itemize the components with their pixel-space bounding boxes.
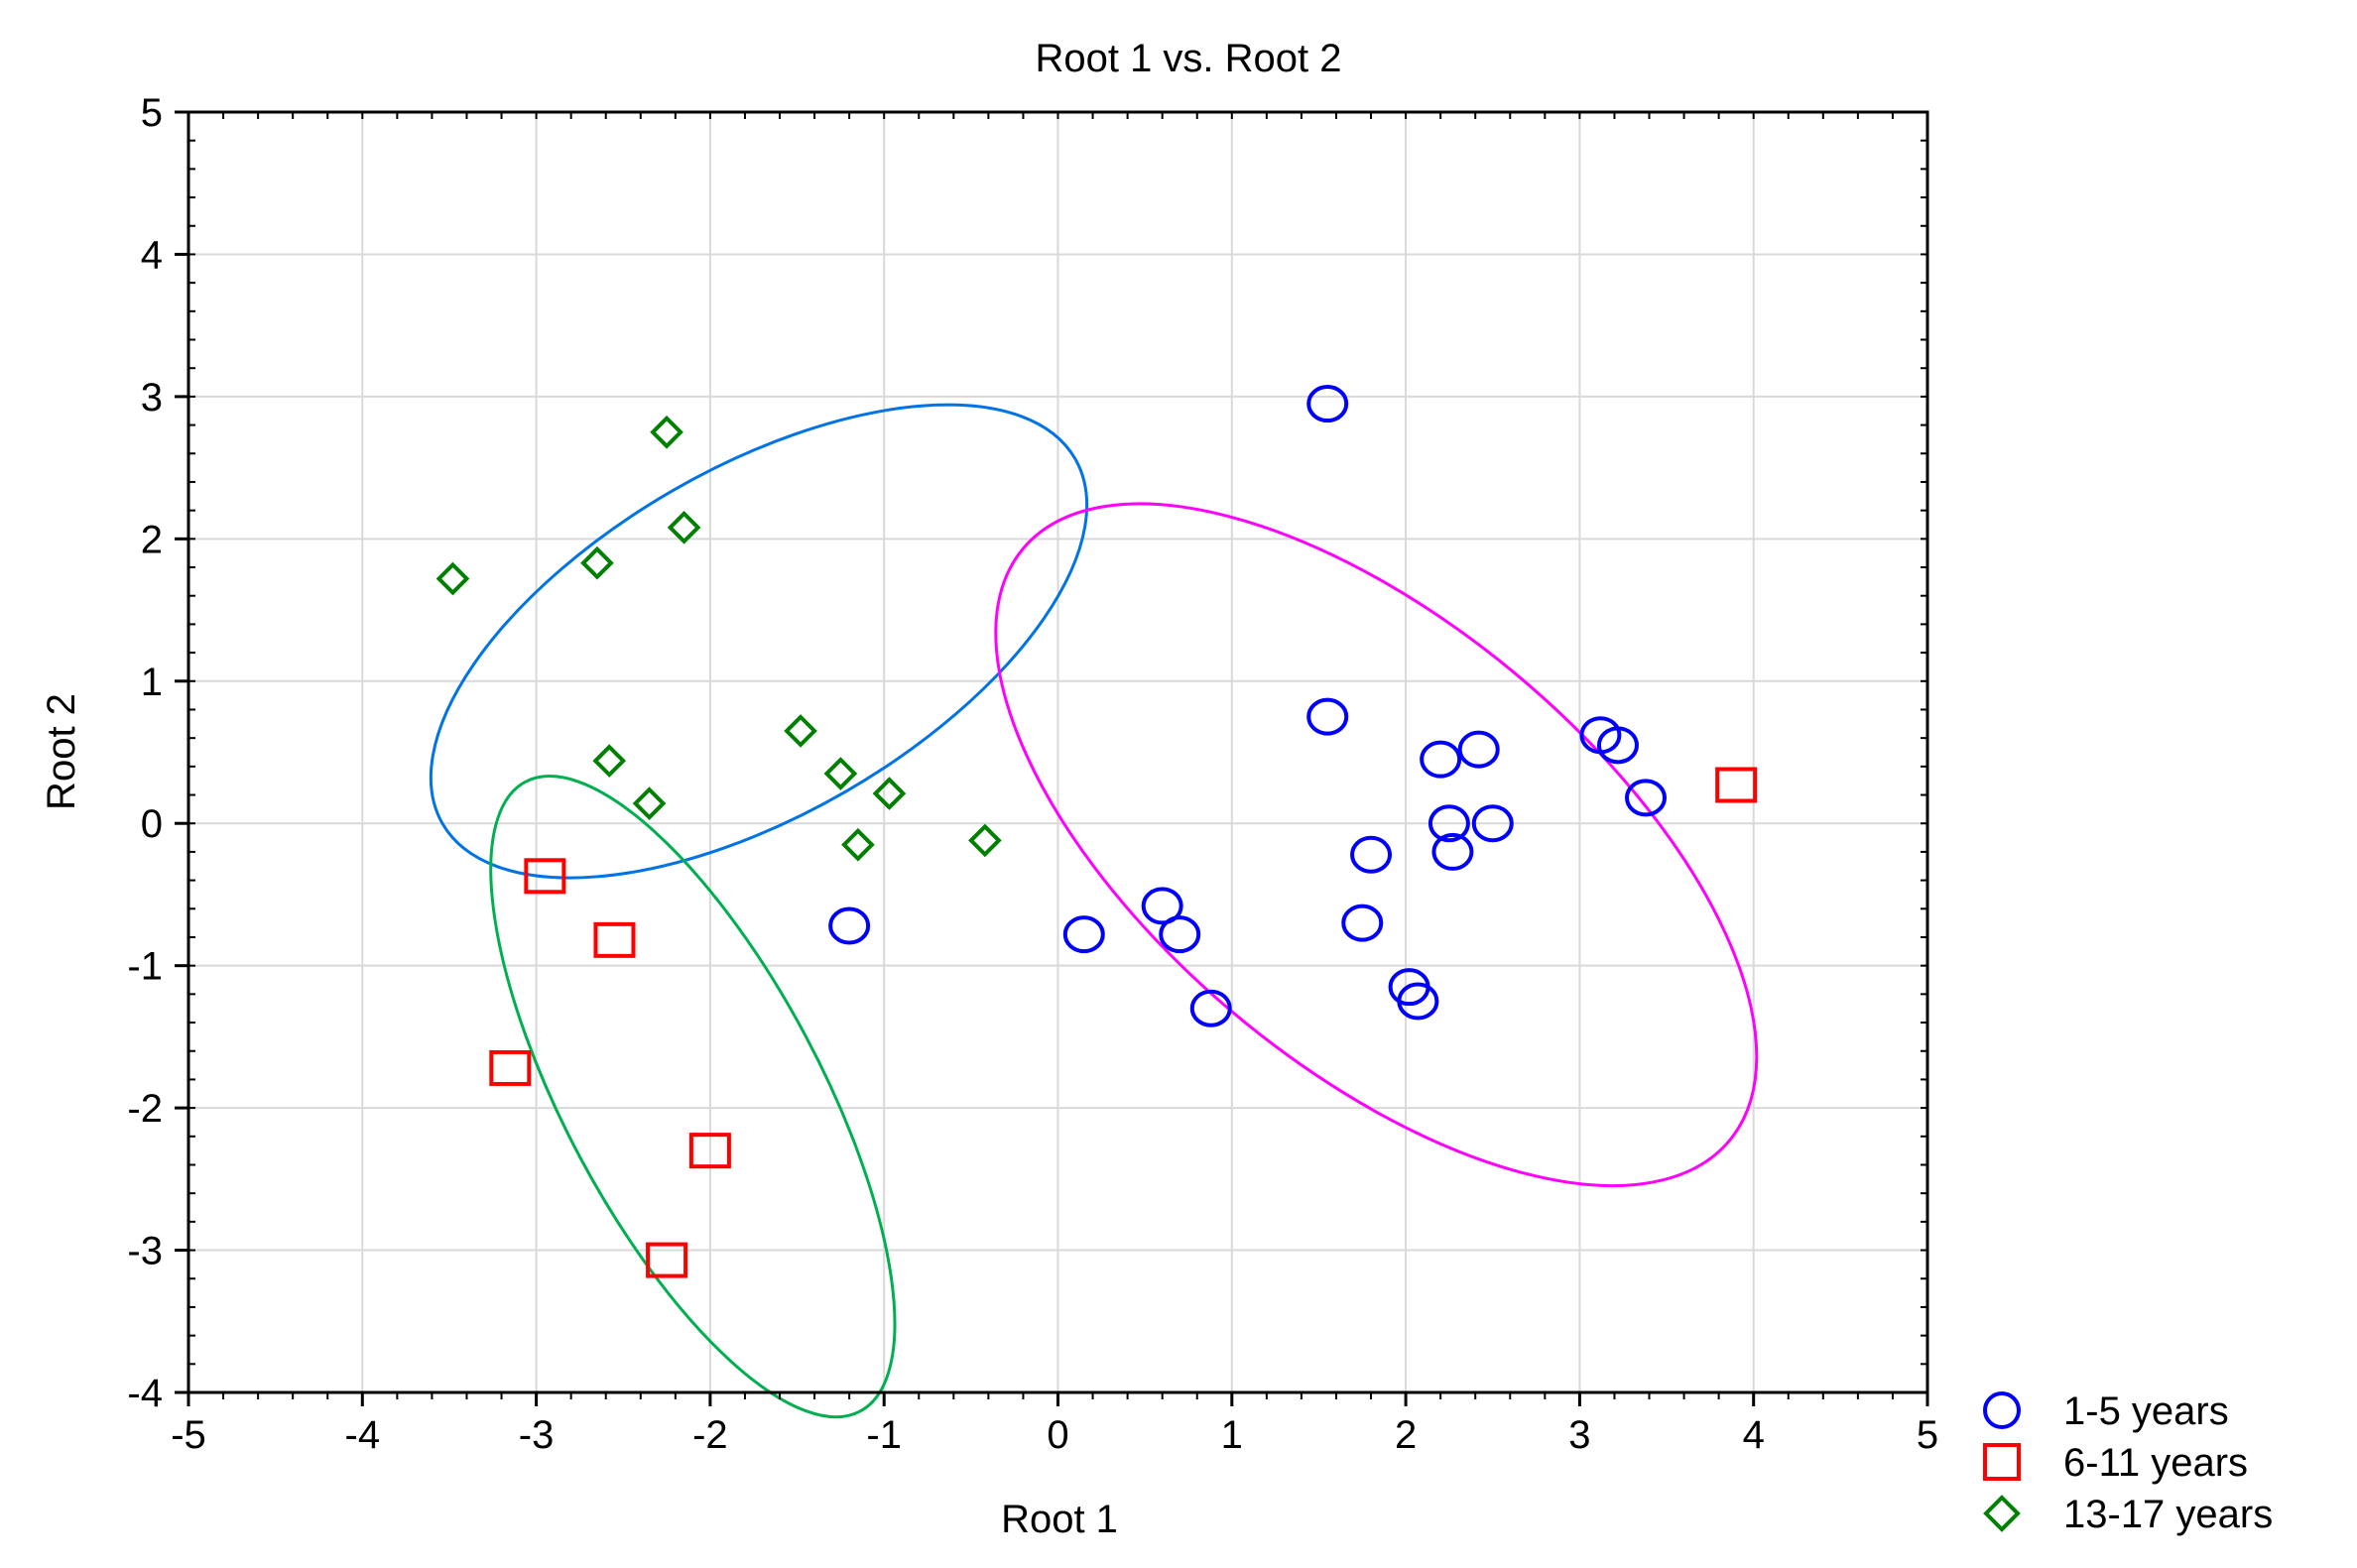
point-square (688, 1133, 731, 1169)
x-tick-label: 1 (1221, 1413, 1243, 1457)
series-1-5-years (828, 385, 1668, 1027)
legend-item-13-17: 13-17 years (1983, 1493, 2273, 1536)
y-tick-label: 0 (141, 802, 163, 846)
x-tick-label: 0 (1047, 1413, 1068, 1457)
point-diamond (667, 511, 701, 544)
x-tick-label: 2 (1395, 1413, 1417, 1457)
series-13-17-years (435, 415, 1002, 862)
point-diamond (823, 757, 858, 790)
point-circle (1062, 915, 1105, 954)
y-tick-label: -1 (127, 945, 163, 989)
group-ellipses (429, 403, 1759, 1419)
legend-item-6-11: 6-11 years (1983, 1441, 2248, 1485)
point-diamond (872, 777, 907, 810)
chart-title: Root 1 vs. Root 2 (1035, 37, 1341, 80)
point-diamond (968, 823, 1002, 858)
point-circle (1141, 887, 1183, 925)
y-tick-label: 2 (141, 518, 163, 561)
group-ellipse-13-17 (429, 403, 1089, 880)
legend-label-6-11: 6-11 years (2063, 1441, 2248, 1485)
group-ellipse-1-5 (994, 502, 1759, 1188)
point-diamond (592, 744, 627, 778)
point-circle (1306, 385, 1349, 423)
y-axis-title: Root 2 (40, 693, 83, 810)
grid-lines (188, 112, 1927, 1392)
point-diamond (841, 827, 875, 862)
point-circle (1189, 989, 1232, 1027)
point-diamond (784, 714, 817, 748)
legend-label-1-5: 1-5 years (2063, 1389, 2229, 1433)
x-tick-label: -3 (519, 1413, 555, 1457)
legend: 1-5 years 6-11 years 13-17 years (1983, 1389, 2273, 1536)
legend-square-marker (1983, 1443, 2021, 1481)
point-circle (1350, 835, 1393, 874)
y-tick-label: 5 (141, 91, 163, 135)
point-diamond (435, 561, 470, 596)
point-square (489, 1049, 532, 1086)
point-circle (1471, 804, 1514, 843)
point-diamond (580, 545, 614, 580)
legend-circle-marker (1983, 1391, 2021, 1429)
point-diamond (632, 786, 667, 820)
x-tick-label: 5 (1917, 1413, 1938, 1457)
point-circle (1431, 832, 1474, 871)
group-ellipse-6-11 (489, 775, 897, 1419)
y-tick-label: -4 (127, 1372, 163, 1415)
series-6-11-years (489, 767, 1758, 1278)
point-square (1715, 767, 1758, 803)
x-tick-label: -1 (866, 1413, 902, 1457)
point-circle (1341, 904, 1384, 942)
point-square (593, 921, 636, 958)
x-tick-label: -4 (345, 1413, 381, 1457)
x-tick-label: -5 (171, 1413, 206, 1457)
point-circle (828, 906, 871, 945)
point-circle (1420, 740, 1462, 779)
point-circle (1625, 779, 1668, 817)
y-tick-label: -2 (127, 1087, 163, 1131)
point-circle (1159, 915, 1201, 954)
point-circle (1427, 804, 1470, 843)
point-circle (1397, 982, 1439, 1021)
y-tick-label: 4 (141, 233, 163, 277)
point-circle (1596, 726, 1639, 765)
legend-label-13-17: 13-17 years (2063, 1493, 2273, 1536)
point-diamond (650, 415, 683, 449)
point-square (646, 1242, 688, 1278)
point-circle (1306, 697, 1349, 736)
x-axis-title: Root 1 (1001, 1498, 1118, 1541)
x-tick-labels: -5 -4 -3 -2 -1 0 1 2 3 4 5 (171, 1413, 1938, 1457)
x-tick-label: -2 (692, 1413, 728, 1457)
data-points (435, 385, 1758, 1278)
y-tick-label: 1 (141, 661, 163, 704)
axis-ticks (175, 110, 1929, 1406)
point-square (524, 858, 566, 895)
x-tick-label: 3 (1568, 1413, 1590, 1457)
legend-diamond-marker (1983, 1495, 2021, 1532)
point-circle (1457, 730, 1500, 769)
x-tick-label: 4 (1743, 1413, 1765, 1457)
y-tick-label: -3 (127, 1230, 163, 1273)
legend-item-1-5: 1-5 years (1983, 1389, 2229, 1433)
y-tick-labels: -4 -3 -2 -1 0 1 2 3 4 5 (127, 91, 163, 1415)
y-tick-label: 3 (141, 376, 163, 420)
